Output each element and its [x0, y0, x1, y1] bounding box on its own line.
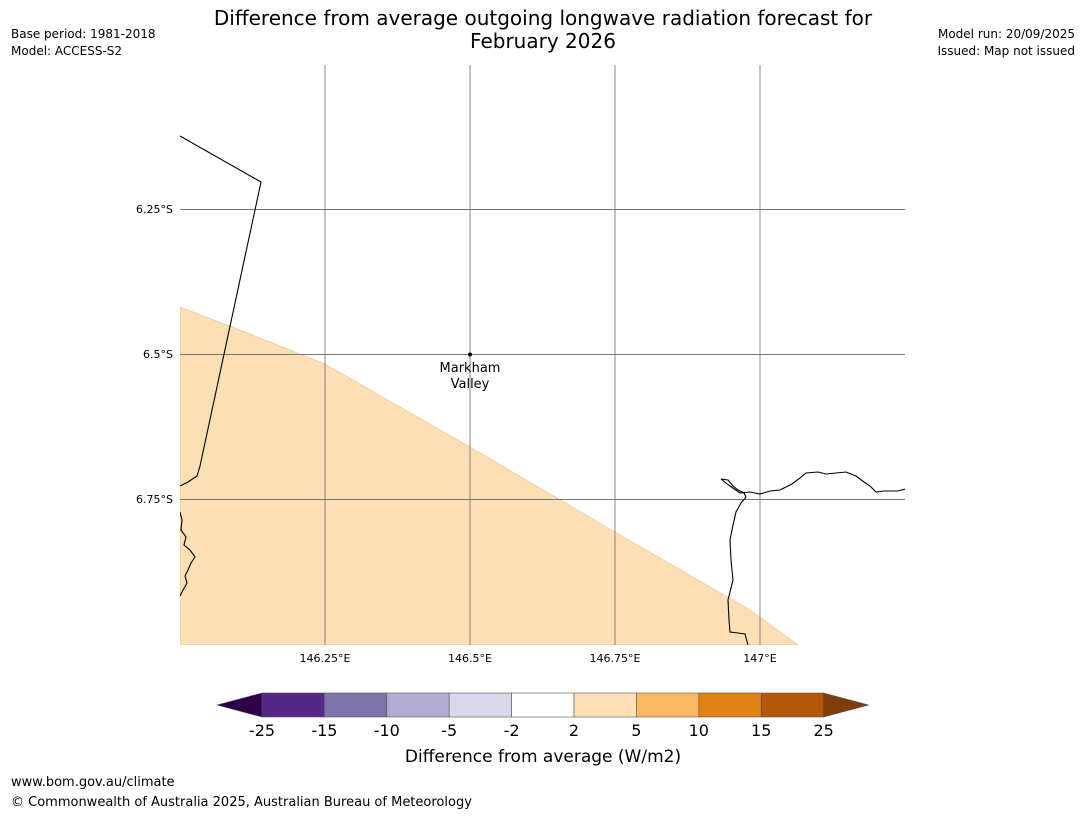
- colorbar-tick-label: 15: [751, 721, 771, 740]
- colorbar-tick-label: -10: [374, 721, 400, 740]
- lon-tick-label: 146.5°E: [448, 652, 492, 665]
- map-title: Difference from average outgoing longwav…: [143, 7, 943, 53]
- colorbar-extend-low: [215, 692, 263, 718]
- lon-tick-label: 146.75°E: [590, 652, 641, 665]
- colorbar-segment: [448, 692, 512, 718]
- base-period-label: Base period: 1981-2018: [11, 27, 156, 41]
- colorbar-tick-label: -15: [311, 721, 337, 740]
- colorbar-tick-label: 5: [631, 721, 641, 740]
- lon-tick-label: 146.25°E: [300, 652, 351, 665]
- map-area: [180, 65, 905, 645]
- colorbar-segment: [386, 692, 450, 718]
- river-east: [720, 478, 749, 645]
- colorbar-tick-label: 25: [813, 721, 833, 740]
- colorbar-segment: [511, 692, 575, 718]
- footer-copyright: © Commonwealth of Australia 2025, Austra…: [11, 795, 472, 810]
- colorbar: -25 -15 -10 -5 -2 2 5 10 15 25: [215, 692, 870, 740]
- model-label: Model: ACCESS-S2: [11, 44, 123, 58]
- colorbar-segment: [261, 692, 325, 718]
- lat-tick-label: 6.75°S: [136, 493, 173, 506]
- colorbar-tick-label: -2: [504, 721, 520, 740]
- coastlines: [180, 135, 905, 645]
- lon-tick-label: 147°E: [743, 652, 776, 665]
- location-marker: [468, 352, 472, 357]
- colorbar-segment: [636, 692, 700, 718]
- colorbar-extend-high: [823, 692, 870, 718]
- colorbar-tick-label: -25: [249, 721, 275, 740]
- colorbar-segment: [760, 692, 824, 718]
- colorbar-label: Difference from average (W/m2): [405, 747, 681, 767]
- colorbar-tick-label: -5: [441, 721, 457, 740]
- coastline-east: [720, 471, 905, 495]
- model-run-label: Model run: 20/09/2025: [937, 27, 1075, 41]
- issued-label: Issued: Map not issued: [937, 44, 1075, 58]
- colorbar-segment: [573, 692, 637, 718]
- map-title-line2: February 2026: [470, 29, 616, 53]
- lat-tick-label: 6.5°S: [143, 348, 173, 361]
- place-label-line1: Markham: [440, 361, 501, 376]
- border-line: [180, 135, 262, 487]
- colorbar-tick-label: 2: [569, 721, 579, 740]
- colorbar-tick-label: 10: [689, 721, 709, 740]
- lat-tick-label: 6.25°S: [136, 203, 173, 216]
- coastline-west: [180, 511, 196, 597]
- map-title-line1: Difference from average outgoing longwav…: [213, 6, 873, 30]
- anomaly-region-2-to-5: [180, 306, 799, 645]
- footer-url: www.bom.gov.au/climate: [11, 775, 175, 790]
- colorbar-segment: [698, 692, 762, 718]
- graticule: [180, 65, 905, 645]
- place-label-line2: Valley: [451, 377, 490, 392]
- colorbar-segment: [324, 692, 388, 718]
